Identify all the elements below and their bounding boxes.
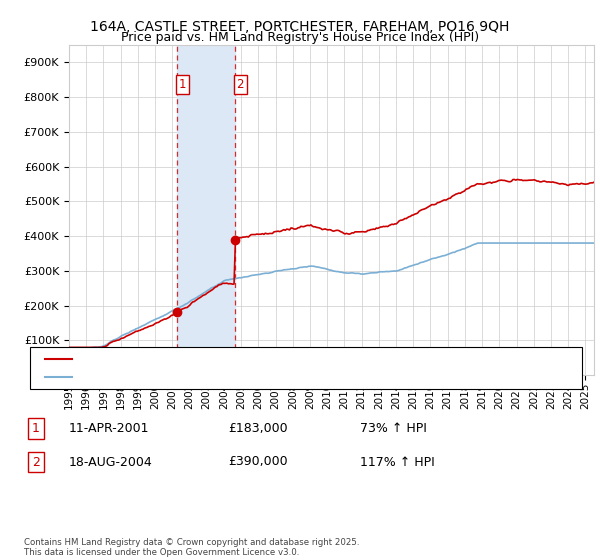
Text: 164A, CASTLE STREET, PORTCHESTER, FAREHAM, PO16 9QH (semi-detached house): 164A, CASTLE STREET, PORTCHESTER, FAREHA… [78,354,515,364]
Text: 1: 1 [179,78,186,91]
Text: HPI: Average price, semi-detached house, Fareham: HPI: Average price, semi-detached house,… [78,372,344,382]
Text: £183,000: £183,000 [228,422,287,435]
Text: 2: 2 [32,455,40,469]
Text: 117% ↑ HPI: 117% ↑ HPI [360,455,435,469]
Text: Contains HM Land Registry data © Crown copyright and database right 2025.
This d: Contains HM Land Registry data © Crown c… [24,538,359,557]
Text: 164A, CASTLE STREET, PORTCHESTER, FAREHAM, PO16 9QH: 164A, CASTLE STREET, PORTCHESTER, FAREHA… [91,20,509,34]
Text: Price paid vs. HM Land Registry's House Price Index (HPI): Price paid vs. HM Land Registry's House … [121,31,479,44]
Text: 18-AUG-2004: 18-AUG-2004 [69,455,153,469]
Text: 73% ↑ HPI: 73% ↑ HPI [360,422,427,435]
Text: £390,000: £390,000 [228,455,287,469]
Text: 2: 2 [236,78,244,91]
Text: 11-APR-2001: 11-APR-2001 [69,422,149,435]
Text: 1: 1 [32,422,40,435]
Bar [177,45,235,375]
